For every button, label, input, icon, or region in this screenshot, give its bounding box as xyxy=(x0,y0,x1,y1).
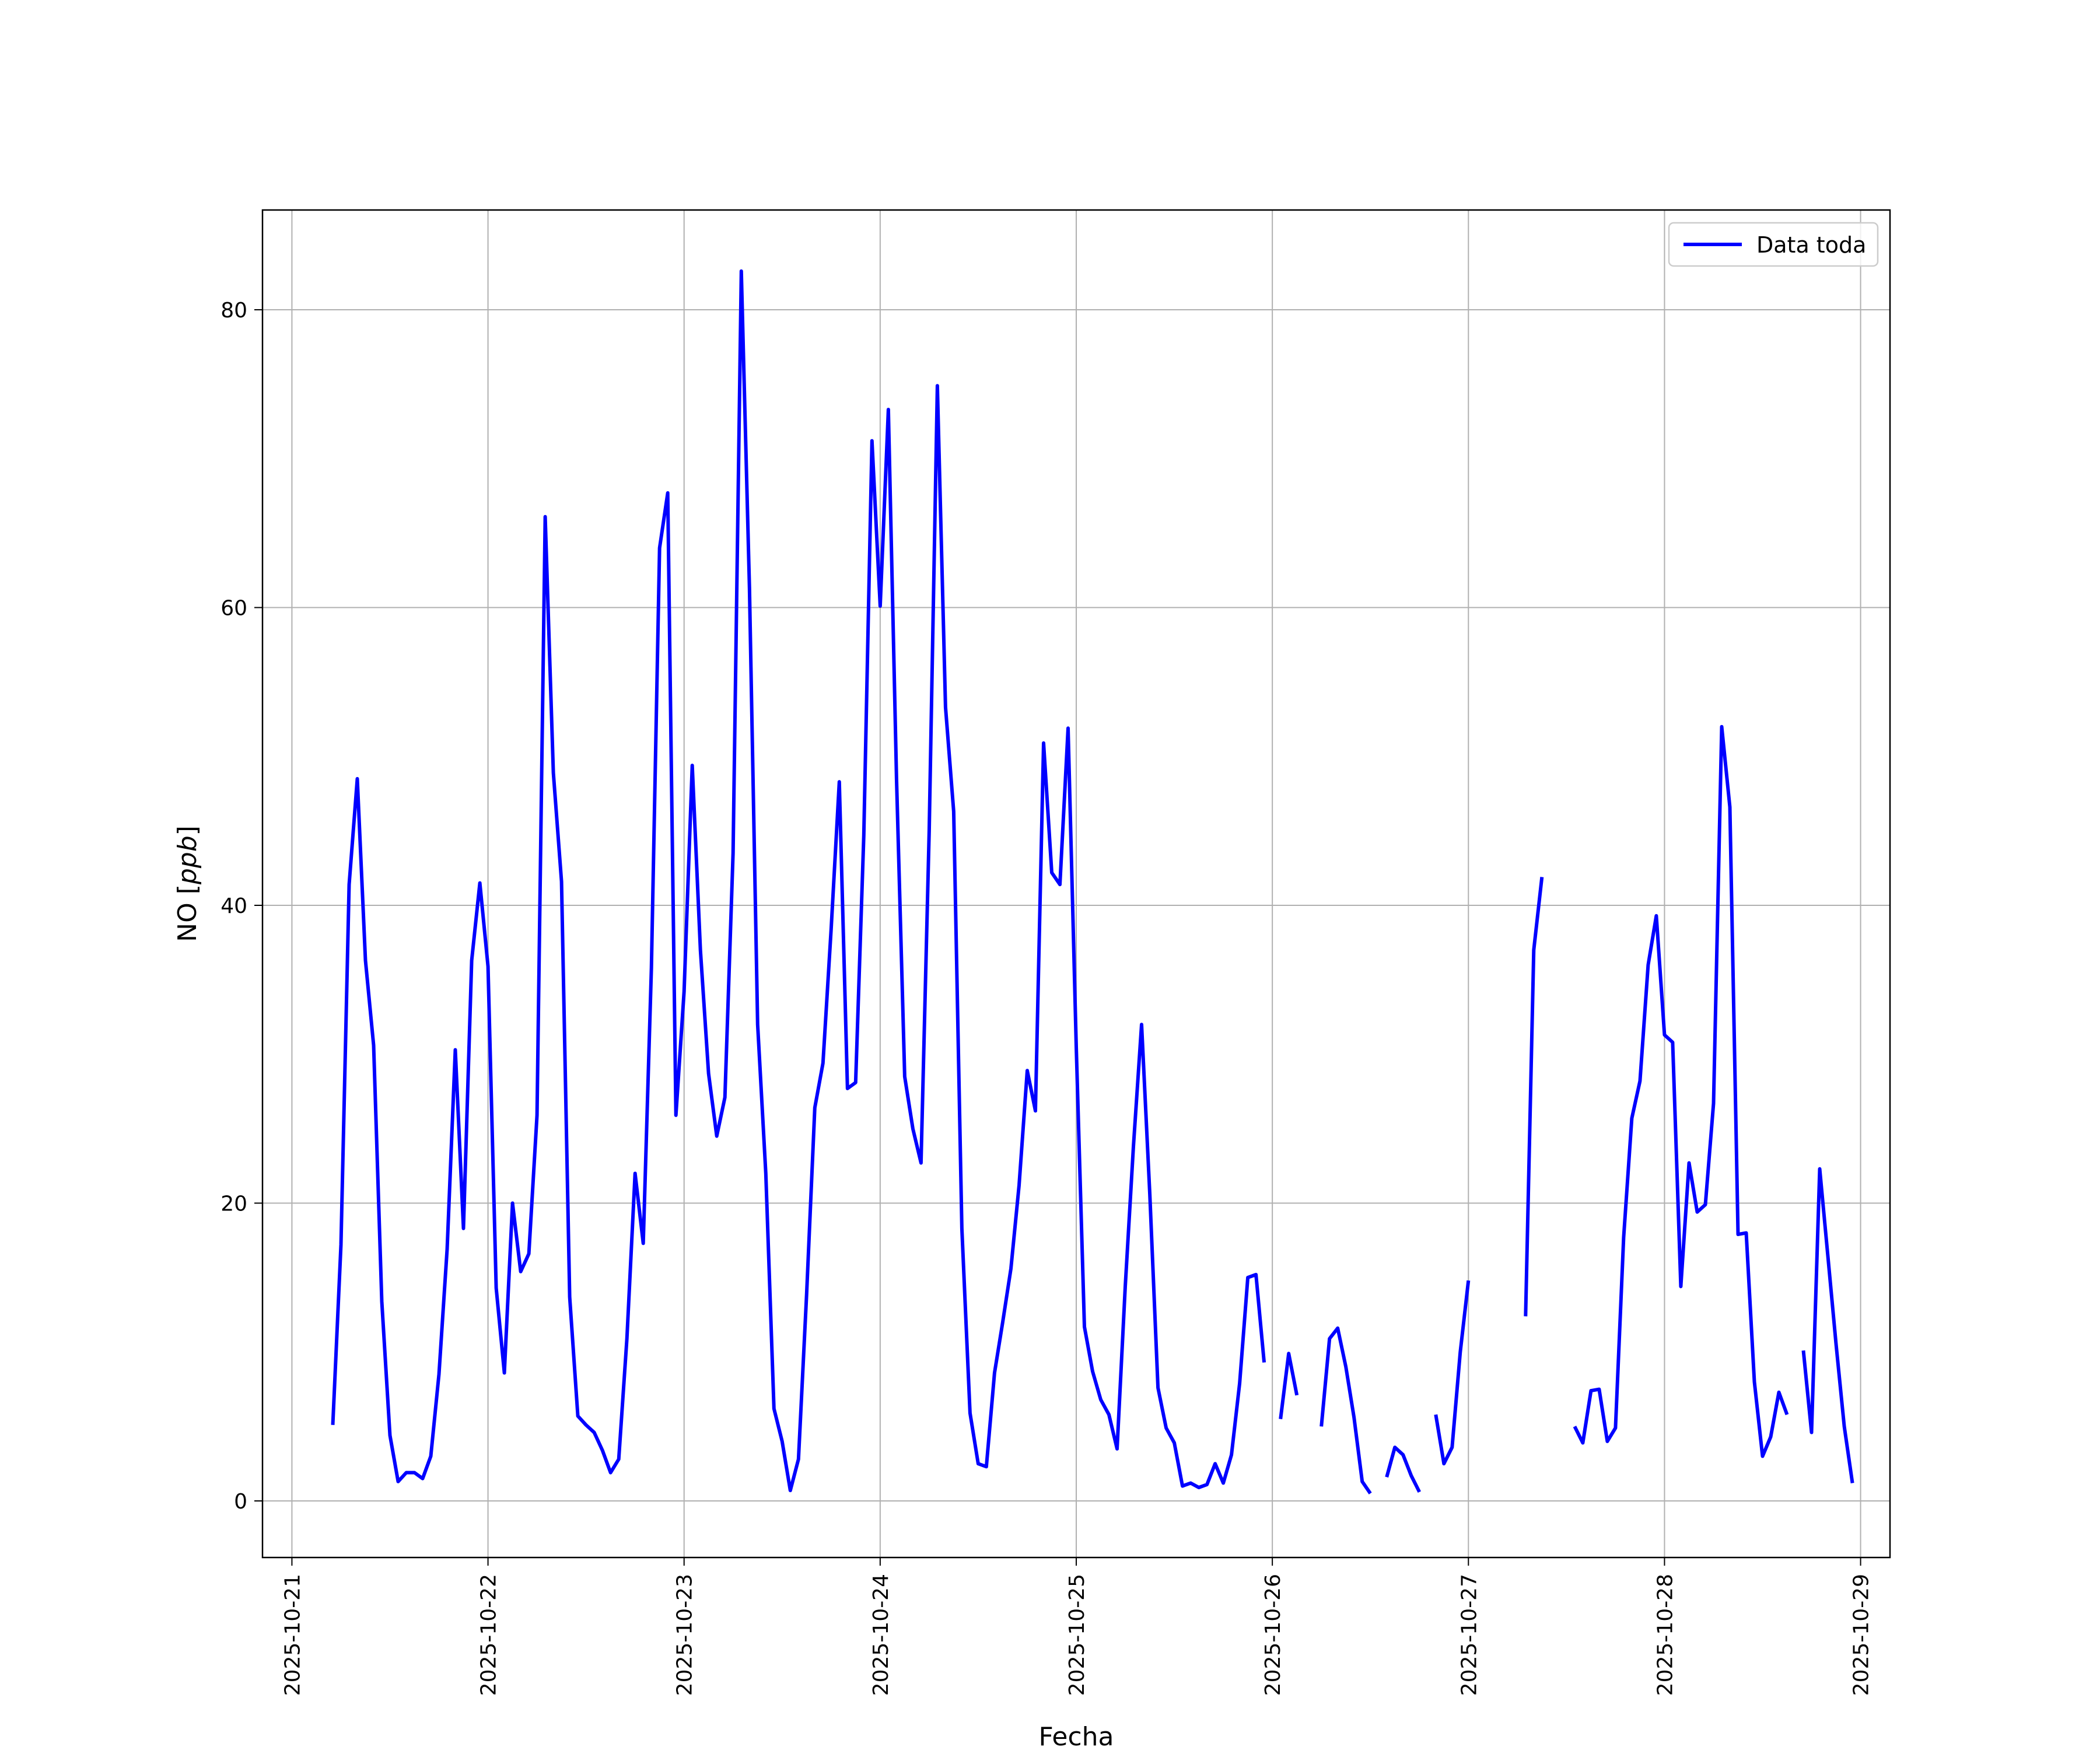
y-tick-label: 20 xyxy=(220,1192,247,1216)
axis-ticks: 2025-10-21 2025-10-22 2025-10-23 2025-10-24… xyxy=(220,299,1873,1696)
x-tick-label: 2025-10-24 xyxy=(869,1574,893,1696)
legend-box xyxy=(1668,222,1879,267)
x-tick-label: 2025-10-25 xyxy=(1065,1574,1089,1696)
y-tick-label: 60 xyxy=(220,597,247,621)
series-line-segment xyxy=(1524,877,1544,1317)
series-line-segment xyxy=(331,269,1266,1493)
y-axis-label-unit: ppb xyxy=(173,835,202,885)
x-tick-label: 2025-10-28 xyxy=(1653,1574,1677,1696)
x-tick-label: 2025-10-27 xyxy=(1457,1574,1481,1696)
series-line-segment xyxy=(1320,1326,1372,1494)
series-line-data-toda xyxy=(331,269,1854,1494)
x-tick-label: 2025-10-21 xyxy=(281,1574,304,1696)
y-tick-label: 40 xyxy=(220,894,247,918)
y-axis-label-text: NO [ xyxy=(173,884,202,942)
legend-label-data-toda: Data toda xyxy=(1756,232,1866,258)
series-line-segment xyxy=(1801,1167,1854,1483)
x-tick-label: 2025-10-29 xyxy=(1850,1574,1874,1696)
gridlines xyxy=(262,210,1890,1558)
y-tick-label: 0 xyxy=(234,1490,247,1514)
y-tick-label: 80 xyxy=(220,299,247,323)
x-tick-label: 2025-10-23 xyxy=(673,1574,697,1696)
y-axis-label-close: ] xyxy=(173,825,202,835)
series-line-segment xyxy=(1434,1280,1471,1466)
series-line-segment xyxy=(1573,724,1789,1458)
x-axis-label: Fecha xyxy=(1038,1722,1114,1750)
y-axis-label: NO [ppb] xyxy=(173,825,202,942)
series-line-segment xyxy=(1279,1352,1299,1419)
x-tick-label: 2025-10-26 xyxy=(1261,1574,1285,1696)
legend: Data toda xyxy=(1668,222,1879,267)
x-tick-label: 2025-10-22 xyxy=(477,1574,501,1696)
series-line-segment xyxy=(1385,1446,1421,1493)
